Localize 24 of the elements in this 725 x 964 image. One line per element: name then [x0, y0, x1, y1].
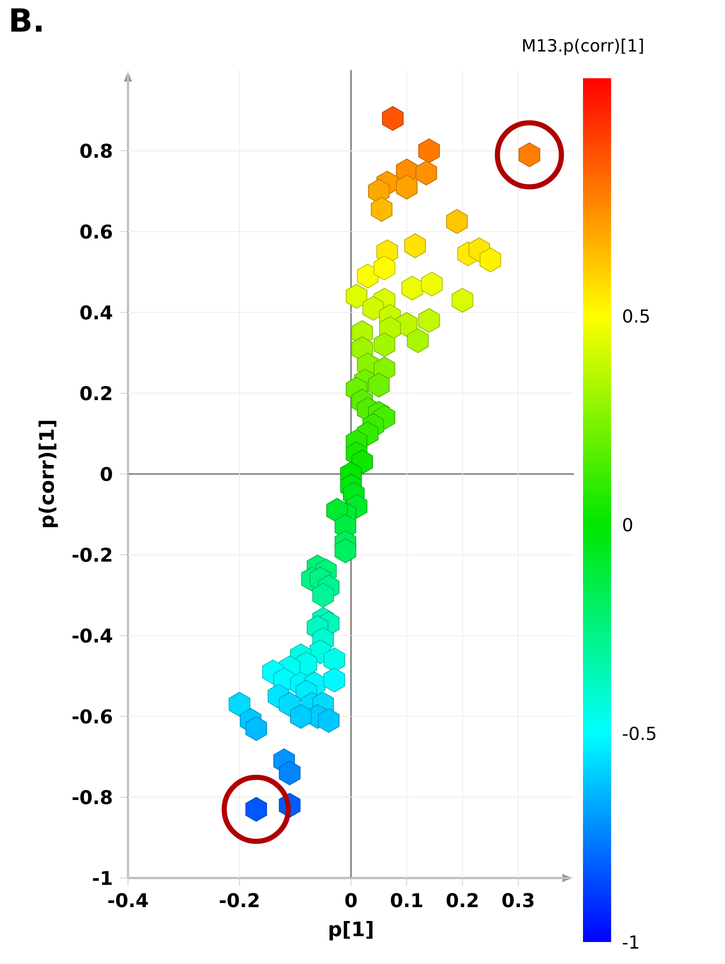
x-tick-label: 0.2 [446, 893, 478, 908]
x-tick-label: 0.3 [502, 893, 534, 908]
x-tick-label: -0.2 [220, 893, 259, 908]
y-tick-label: 0.6 [80, 224, 112, 239]
color-bar-label: -1 [622, 936, 638, 949]
chart-title: B. [11, 8, 42, 32]
color-bar-label: 0 [623, 518, 632, 532]
y-tick-label: 0.8 [80, 144, 112, 158]
y-tick-label: -0.2 [72, 548, 112, 562]
color-bar-label: -0.5 [622, 726, 656, 740]
y-axis-title: p(corr)[1] [38, 420, 58, 528]
y-tick-label: 0 [100, 466, 112, 482]
y-tick-label: 0.2 [80, 386, 112, 400]
y-tick-label: -0.6 [72, 709, 112, 724]
y-tick-label: -0.4 [72, 628, 112, 643]
x-tick-label: 0.1 [390, 893, 422, 908]
x-tick-label: -0.4 [108, 893, 148, 908]
color-bar-title: M13.p(corr)[1] [523, 38, 643, 56]
color-bar-label: 0.5 [623, 309, 649, 323]
x-axis-title: p[1] [330, 921, 372, 940]
y-tick-label: 0.4 [80, 305, 112, 320]
x-tick-label: 0 [345, 893, 357, 908]
y-tick-label: -0.8 [72, 790, 112, 804]
y-tick-label: -1 [92, 871, 112, 885]
